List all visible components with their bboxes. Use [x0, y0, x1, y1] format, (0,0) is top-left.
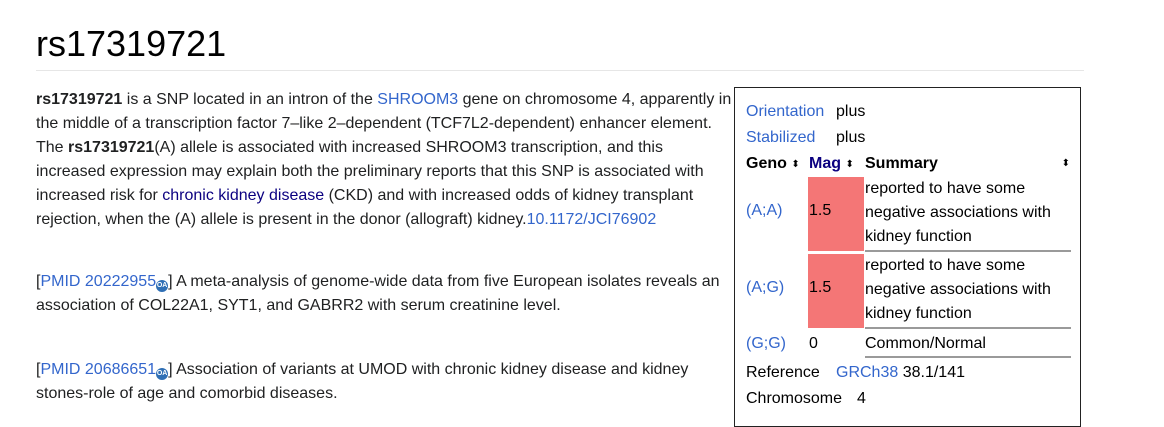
sort-icon: ⬍ [845, 159, 854, 170]
bracket: ] [168, 273, 173, 290]
stabilized-value: plus [836, 129, 866, 146]
reference-value: 38.1/141 [902, 364, 965, 381]
intro-paragraph: rs17319721 is a SNP located in an intron… [36, 88, 736, 232]
orientation-row: Orientation plus [746, 100, 865, 124]
genotype-summary: Common/Normal [865, 335, 986, 352]
grch38-link[interactable]: GRCh38 [836, 364, 899, 381]
magnitude-value: 1.5 [809, 279, 832, 296]
chromosome-value: 4 [857, 390, 866, 407]
genotype-link-aa[interactable]: (A;A) [746, 202, 783, 219]
snp-name: rs17319721 [36, 91, 123, 108]
doi-link[interactable]: 10.1172/JCI76902 [526, 211, 657, 228]
snp-name: rs17319721 [68, 139, 155, 156]
orientation-label[interactable]: Orientation [746, 103, 825, 120]
article-body: rs17319721 is a SNP located in an intron… [36, 88, 736, 406]
text: gene on chromosome 4, apparently in the … [36, 91, 732, 156]
pmid-reference-20686651: [PMID 20686651OA] Association of variant… [36, 358, 736, 406]
bracket: ] [168, 361, 173, 378]
reference-label: Reference [746, 364, 820, 381]
chromosome-label: Chromosome [746, 390, 843, 407]
pmid-link-20222955[interactable]: PMID 20222955 [40, 273, 157, 290]
mag-header-label: Mag [809, 155, 841, 172]
summary-header-label: Summary [865, 155, 938, 172]
stabilized-label[interactable]: Stabilized [746, 129, 816, 146]
genotype-link-gg[interactable]: (G;G) [746, 335, 786, 352]
sort-icon: ⬍ [1061, 158, 1070, 169]
row-divider [865, 327, 1071, 329]
genotype-summary: reported to have some negative associati… [865, 180, 1051, 245]
title-divider [36, 70, 1084, 71]
genotype-link-ag[interactable]: (A;G) [746, 279, 785, 296]
stabilized-row: Stabilized plus [746, 126, 865, 150]
open-access-icon: OA [156, 280, 169, 292]
magnitude-value: 1.5 [809, 202, 832, 219]
sort-icon: ⬍ [791, 159, 800, 170]
reference-text: Association of variants at UMOD with chr… [36, 361, 689, 402]
snp-infobox: Orientation plus Stabilized plus Geno ⬍ Ma… [734, 87, 1081, 427]
reference-text: A meta-analysis of genome-wide data from… [36, 273, 720, 314]
page-title: rs17319721 [36, 23, 227, 64]
text: is a SNP located in an intron of the [122, 91, 378, 108]
row-divider [865, 356, 1071, 358]
magnitude-value: 0 [809, 335, 818, 352]
genotype-summary: reported to have some negative associati… [865, 257, 1051, 322]
pmid-link-20686651[interactable]: PMID 20686651 [40, 361, 157, 378]
chromosome-row: Chromosome 4 [746, 387, 866, 411]
open-access-icon: OA [156, 368, 169, 380]
genotype-row-gg: (G;G) 0 Common/Normal [746, 331, 1071, 358]
geno-header-label: Geno [746, 155, 787, 172]
genotype-row-aa: (A;A) 1.5 reported to have some negative… [746, 177, 1071, 252]
chronic-kidney-disease-link[interactable]: chronic kidney disease [162, 187, 325, 204]
reference-row: Reference GRCh38 38.1/141 [746, 361, 965, 385]
magnitude-cell: 1.5 [808, 254, 864, 328]
geno-column-header[interactable]: Geno ⬍ [746, 152, 800, 176]
magnitude-cell: 0 [808, 331, 864, 357]
pmid-reference-20222955: [PMID 20222955OA] A meta-analysis of gen… [36, 270, 736, 318]
orientation-value: plus [836, 103, 866, 120]
magnitude-cell: 1.5 [808, 177, 864, 251]
bracket: [ [36, 361, 41, 378]
text: (CKD) and with increased odds of kidney … [36, 187, 694, 228]
bracket: [ [36, 273, 41, 290]
mag-column-header[interactable]: Mag ⬍ [809, 152, 854, 176]
gene-link-shroom3[interactable]: SHROOM3 [377, 91, 459, 108]
text: (A) allele is associated with increased … [36, 139, 704, 204]
genotype-row-ag: (A;G) 1.5 reported to have some negative… [746, 254, 1071, 329]
row-divider [865, 250, 1071, 252]
summary-column-header[interactable]: Summary ⬍ [865, 152, 1070, 176]
